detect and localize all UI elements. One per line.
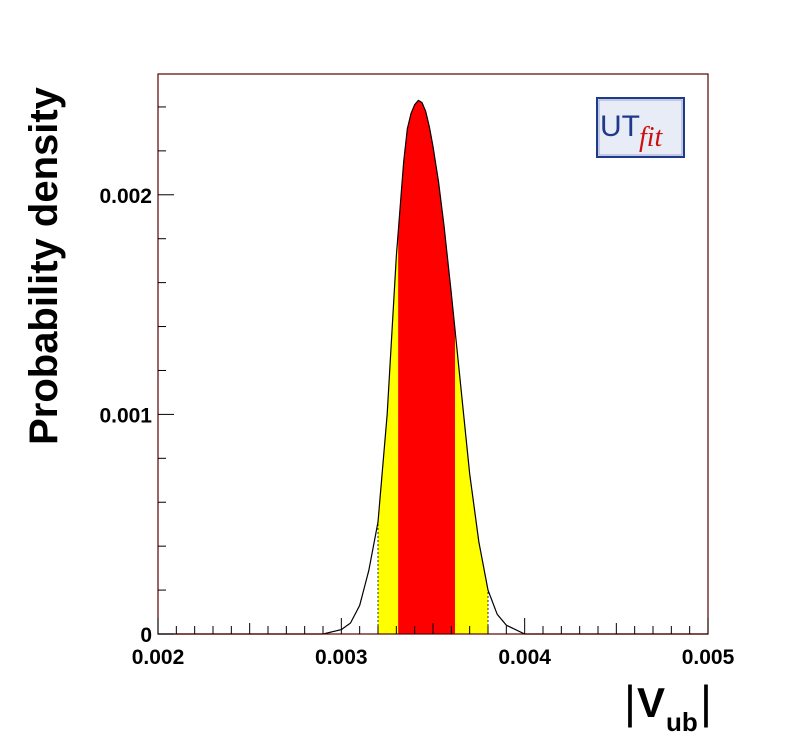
abs-bar-right: | [700,676,712,728]
logo-ut-text: UT [600,110,640,143]
abs-bar-left: | [624,676,636,728]
x-axis-label: | V ub | [624,676,712,737]
x-tick-label: 0.005 [682,646,735,669]
band-edges [377,522,489,634]
x-axis-ticks: 0.002 0.003 0.004 0.005 [132,618,735,669]
confidence-bands [378,100,488,635]
y-axis-ticks: 0 0.001 0.002 [99,106,174,647]
y-tick-label: 0.001 [99,404,152,427]
x-axis-label-main: V [637,679,665,726]
x-tick-label: 0.003 [315,646,368,669]
x-axis-label-subscript: ub [666,707,698,737]
x-tick-label: 0.002 [132,646,185,669]
y-tick-label: 0.002 [99,185,152,208]
band-68pct [398,100,455,635]
y-axis-label: Probability density [22,86,66,445]
y-tick-label: 0 [140,624,152,647]
logo-fit-text: fit [639,122,664,153]
x-tick-label: 0.004 [498,646,551,669]
utfit-logo: UT fit [596,97,685,158]
